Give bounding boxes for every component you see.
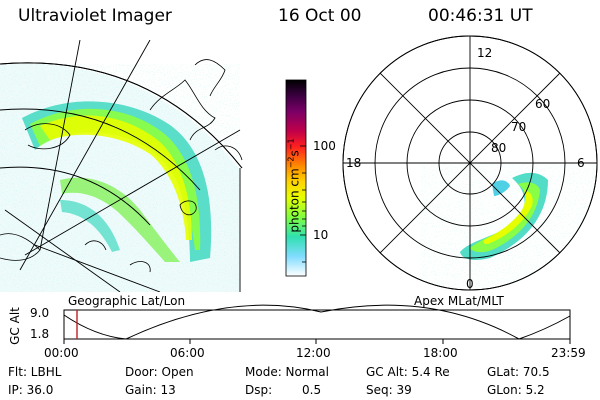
polar-aurora-patch [492,180,510,196]
altitude-curve [63,304,571,340]
polar-aurora-core [483,190,533,244]
timeline-tick-1800: 18:00 [423,346,458,360]
geo-outer-arc [0,62,243,169]
colorbar-unit-label: photon cm−2s−1 [286,138,302,233]
colorbar [285,79,307,277]
instrument-title: Ultraviolet Imager [18,6,172,26]
mlt-label-6: 6 [577,156,585,170]
timeline-frame [63,309,571,340]
polar-grid [342,35,598,291]
polar-plot [342,35,598,291]
timeline-ymax: 9.0 [30,306,50,320]
info-ip: IP: 36.0 [8,383,54,397]
timeline-plot [63,304,571,344]
info-glon: GLon: 5.2 [487,383,545,397]
info-mode: Mode: Normal [245,365,329,379]
info-dsp-label: Dsp: [245,383,273,397]
colorbar-tick-100: 100 [313,139,336,153]
aurora-band-tail [60,200,120,252]
geo-coastlines [0,59,243,273]
timeline-tick-1200: 12:00 [296,346,331,360]
polar-aurora-mid [470,182,540,253]
timeline-ticks [63,339,571,344]
info-dsp-value: 0.5 [302,383,322,397]
info-glat: GLat: 70.5 [487,365,550,379]
timeline-tick-0600: 06:00 [170,346,205,360]
colorbar-ticks [300,145,306,263]
info-door: Door: Open [125,365,194,379]
mlt-label-18: 18 [346,156,362,170]
aurora-band-lower [60,177,180,262]
info-filter: Flt: LBHL [8,365,62,379]
info-seq: Seq: 39 [366,383,412,397]
colorbar-tick-10: 10 [313,228,329,242]
mlt-label-12: 12 [477,46,493,60]
info-gain: Gain: 13 [125,383,176,397]
mlat-label-80: 80 [491,141,507,155]
mlt-label-0: 0 [466,277,474,291]
geo-panel-caption: Geographic Lat/Lon [68,294,186,308]
date-label: 16 Oct 00 [278,6,362,26]
timeline-ymin: 1.8 [30,327,50,341]
time-label: 00:46:31 UT [428,6,533,26]
polar-panel-caption: Apex MLat/MLT [414,294,504,308]
timeline-tick-0000: 00:00 [44,346,79,360]
timeline-ylabel: GC Alt [7,307,22,345]
info-gc-alt: GC Alt: 5.4 Re [366,365,450,379]
mlat-label-60: 60 [535,97,551,111]
aurora-band-core [40,115,192,240]
timeline-tick-2359: 23:59 [551,346,586,360]
mlat-label-70: 70 [511,120,527,134]
